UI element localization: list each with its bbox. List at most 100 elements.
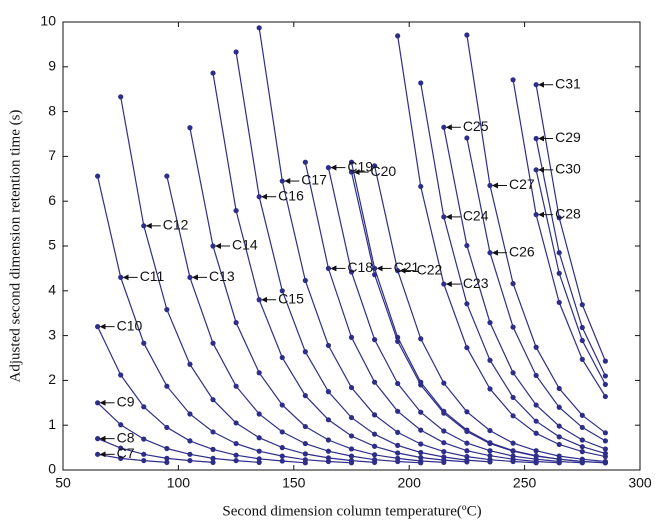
data-point — [233, 208, 239, 214]
data-point — [487, 453, 493, 459]
data-point — [95, 436, 101, 442]
data-point — [233, 383, 239, 389]
data-point — [533, 453, 539, 459]
data-point — [348, 384, 355, 391]
data-point — [602, 358, 608, 364]
data-point — [533, 430, 539, 436]
data-point — [256, 448, 262, 454]
data-point — [441, 428, 447, 434]
data-point — [441, 440, 447, 446]
data-point — [510, 453, 516, 459]
data-point — [418, 449, 424, 456]
data-point — [371, 163, 378, 169]
data-point — [302, 349, 308, 355]
curve — [97, 402, 260, 463]
data-point — [556, 441, 562, 448]
data-point — [95, 173, 101, 179]
data-point — [395, 380, 401, 387]
data-point — [464, 409, 470, 415]
data-point — [233, 457, 239, 464]
curve — [397, 35, 606, 458]
y-tick-label: 5 — [48, 237, 56, 253]
data-point — [418, 80, 424, 86]
data-point — [187, 125, 193, 131]
data-point — [348, 269, 355, 275]
data-point — [510, 370, 516, 376]
data-point — [210, 397, 216, 403]
curve — [97, 326, 306, 464]
curve — [235, 51, 491, 463]
y-axis-title: Adjusted second dimension retention time… — [7, 110, 23, 383]
data-point — [556, 434, 562, 440]
curve-label: C11 — [140, 268, 165, 284]
data-point — [141, 457, 147, 464]
data-point — [325, 417, 332, 423]
y-tick-label: 0 — [48, 461, 56, 477]
data-point — [464, 301, 470, 307]
data-point — [279, 458, 285, 464]
data-point — [348, 446, 355, 452]
data-point — [187, 411, 193, 417]
data-point — [533, 135, 539, 142]
data-point — [602, 446, 608, 452]
y-tick-label: 9 — [48, 58, 56, 74]
data-point — [464, 440, 470, 446]
data-point — [118, 94, 124, 100]
data-point — [325, 165, 332, 171]
curve — [97, 453, 167, 463]
curve-label: C21 — [394, 259, 420, 275]
curve-label: C20 — [371, 163, 397, 179]
curve-label: C28 — [555, 205, 581, 221]
data-point — [279, 453, 285, 459]
data-point — [233, 320, 239, 326]
data-point — [487, 357, 493, 363]
data-point — [256, 370, 262, 376]
data-point — [371, 457, 378, 463]
data-point — [302, 423, 308, 430]
data-point — [441, 408, 447, 414]
data-point — [371, 379, 378, 385]
data-point — [348, 414, 355, 421]
data-point — [279, 288, 285, 294]
curve-label: C15 — [278, 290, 304, 306]
curve — [535, 138, 606, 377]
data-point — [418, 441, 424, 447]
data-point — [118, 372, 124, 378]
data-point — [256, 456, 262, 462]
curve-label: C23 — [463, 275, 489, 291]
curve — [189, 127, 444, 463]
y-tick-label: 4 — [48, 282, 56, 298]
x-tick-label: 250 — [513, 475, 537, 491]
y-tick-label: 3 — [48, 326, 56, 342]
data-point — [464, 453, 470, 460]
curve — [304, 162, 560, 464]
data-point — [395, 450, 401, 456]
y-tick-label: 8 — [48, 102, 56, 118]
data-point — [302, 159, 308, 165]
data-point — [602, 458, 608, 465]
curve — [166, 175, 421, 464]
data-point — [533, 372, 539, 379]
data-point — [602, 438, 608, 444]
data-point — [233, 49, 239, 55]
curve-label: C18 — [347, 259, 373, 275]
data-point — [418, 427, 424, 433]
data-point — [187, 274, 193, 280]
data-point — [395, 268, 401, 274]
data-point — [579, 456, 585, 462]
data-point — [187, 451, 193, 457]
data-point — [464, 448, 470, 454]
data-point — [279, 429, 285, 435]
data-point — [95, 451, 101, 457]
data-point — [487, 457, 493, 463]
curve — [535, 84, 606, 362]
data-point — [279, 402, 285, 408]
data-point — [395, 442, 401, 448]
data-point — [95, 400, 101, 406]
curve — [120, 96, 375, 463]
data-point — [602, 430, 608, 436]
data-point — [579, 356, 585, 362]
data-point — [579, 437, 585, 443]
curve-label: C13 — [209, 268, 235, 284]
curve — [97, 438, 214, 463]
